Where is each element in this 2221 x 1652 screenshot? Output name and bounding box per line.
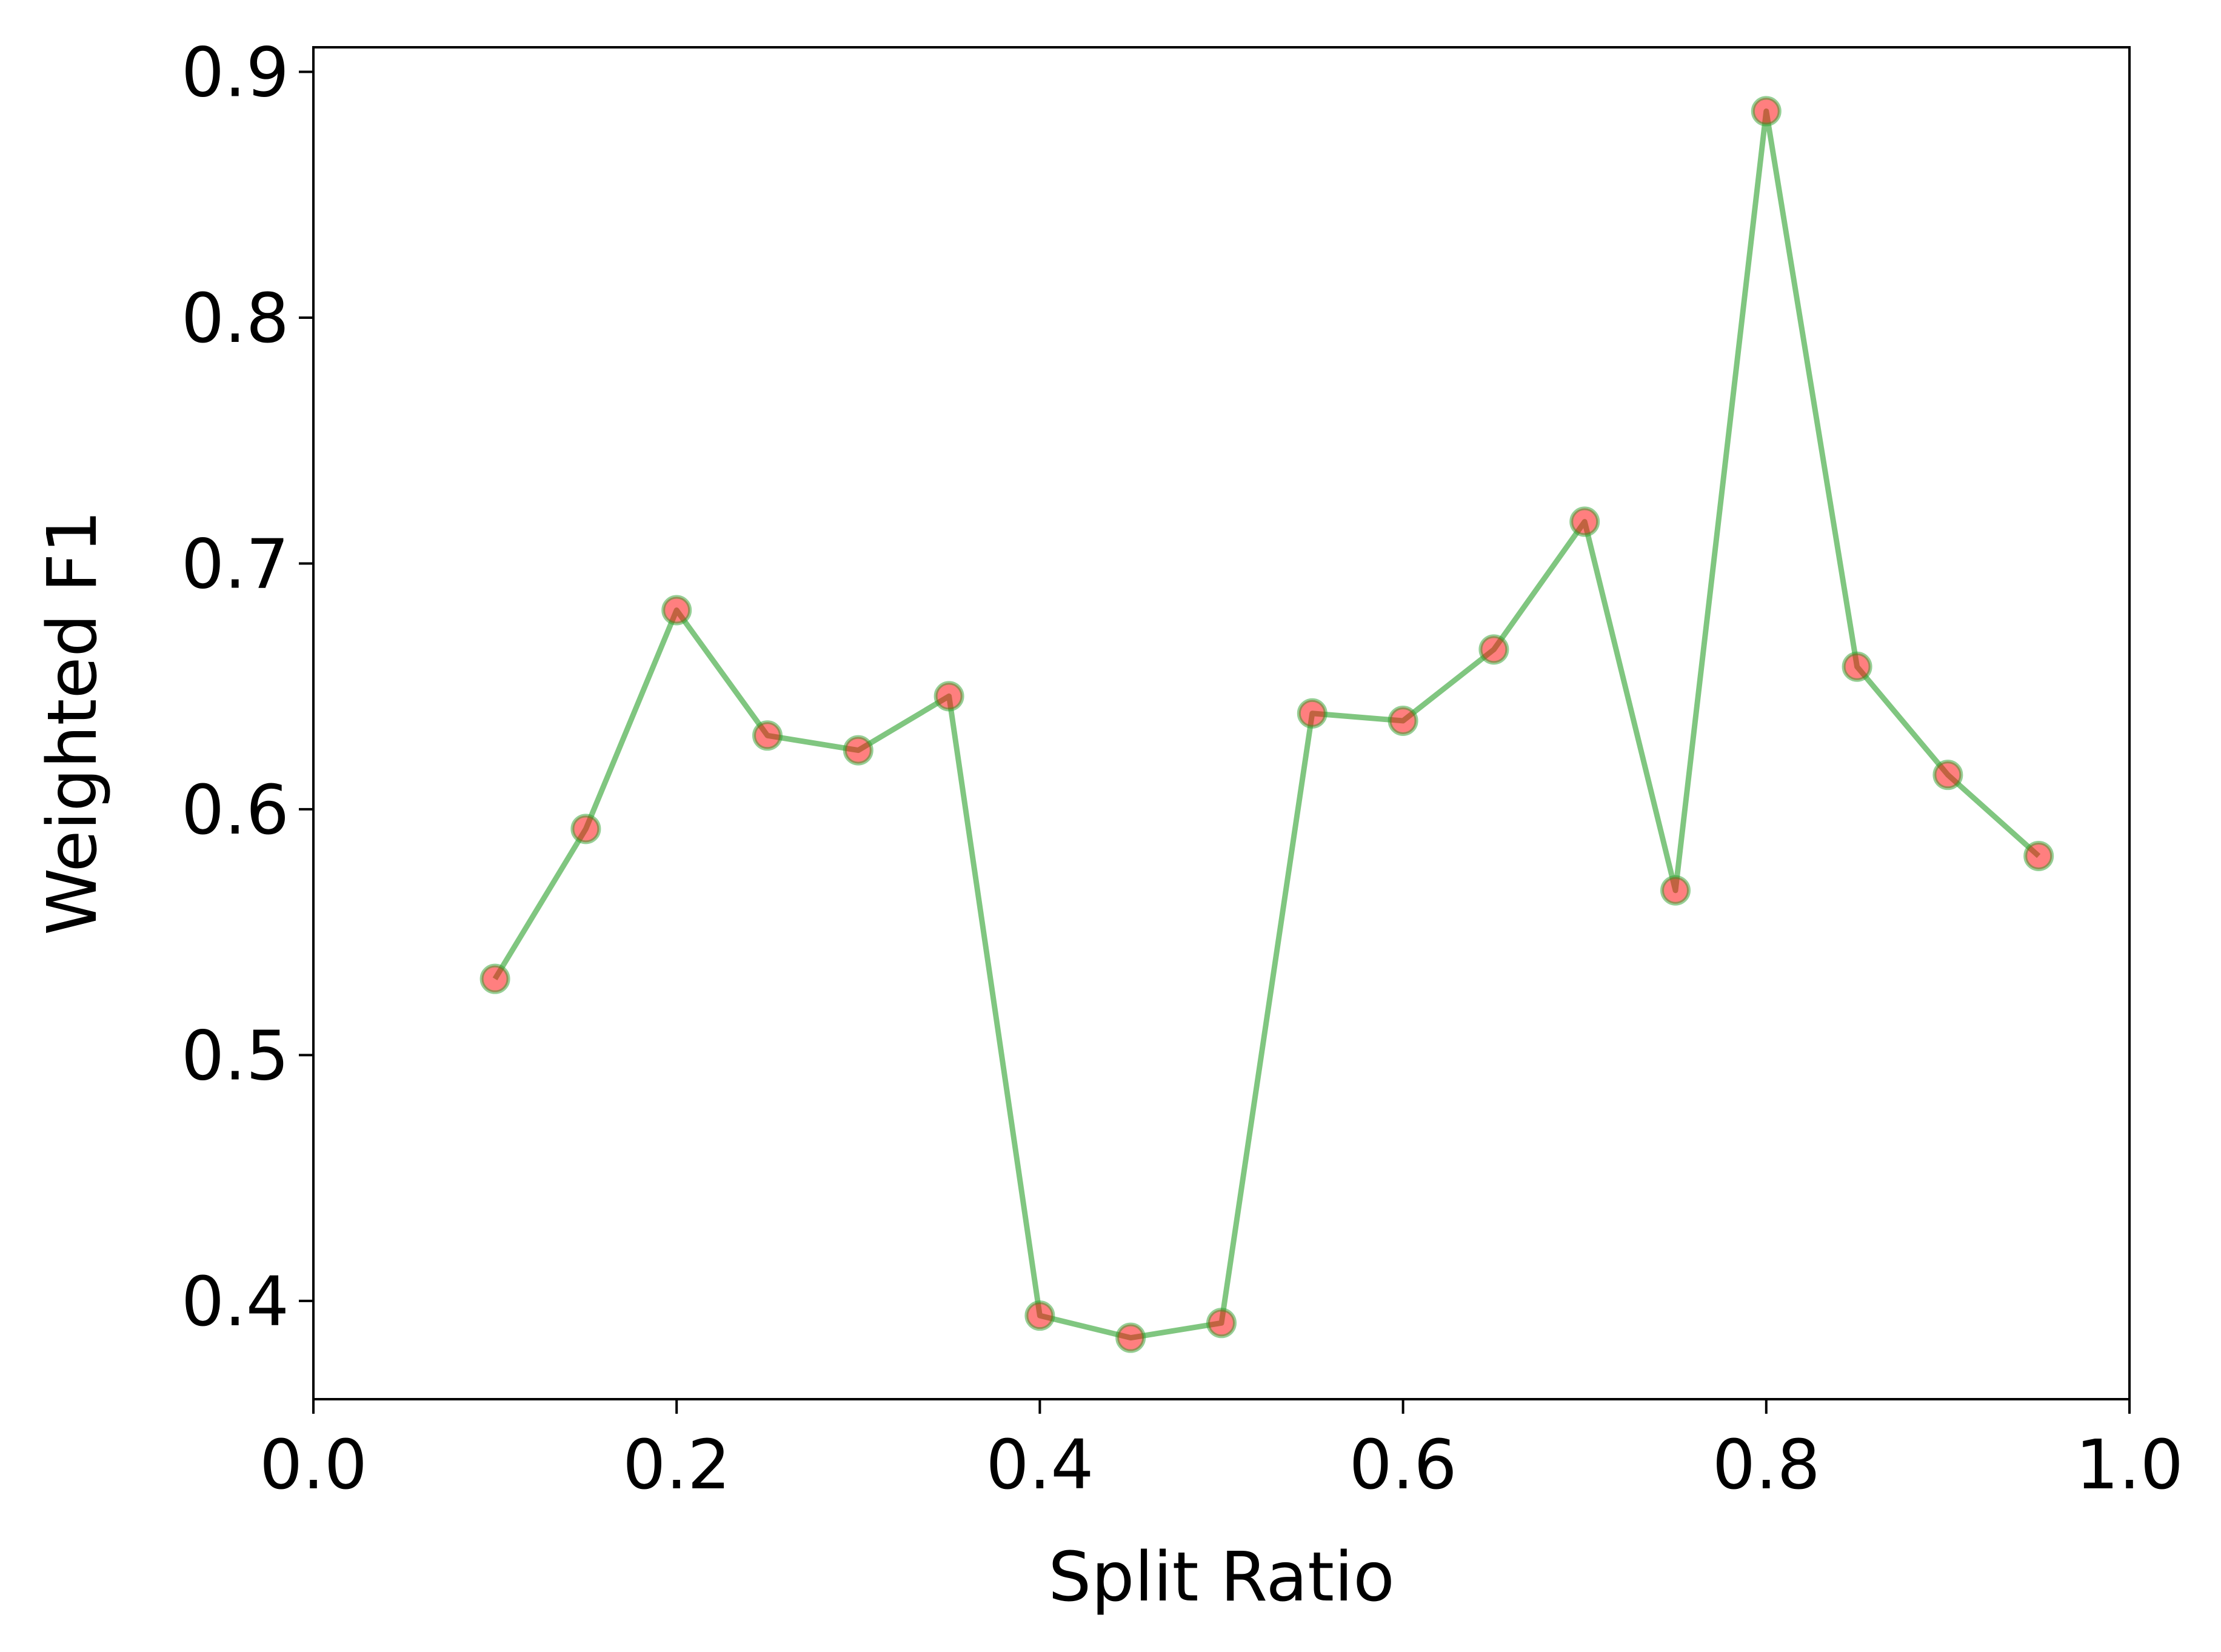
y-tick-label: 0.8 <box>181 279 289 358</box>
y-tick-label: 0.5 <box>181 1017 289 1095</box>
y-tick-label: 0.9 <box>181 34 289 113</box>
y-tick-label: 0.4 <box>181 1263 289 1342</box>
series-group <box>479 96 2054 1353</box>
y-axis-label: Weighted F1 <box>33 510 112 935</box>
data-point <box>1569 506 1600 537</box>
data-point <box>661 595 692 626</box>
data-point <box>1660 875 1691 906</box>
data-point <box>752 720 783 751</box>
data-point <box>1297 698 1328 729</box>
data-point <box>1478 634 1509 665</box>
data-point <box>1024 1300 1055 1331</box>
x-tick-label: 0.0 <box>259 1426 367 1505</box>
data-point <box>1842 651 1872 682</box>
data-point <box>1751 96 1782 127</box>
y-tick-label: 0.7 <box>181 525 289 604</box>
data-point <box>2023 840 2054 871</box>
series-line <box>492 108 2041 1341</box>
data-point <box>933 681 964 712</box>
x-axis: 0.0 0.2 0.4 0.6 0.8 1.0 <box>259 1399 2183 1505</box>
y-axis: 0.4 0.5 0.6 0.7 0.8 0.9 <box>181 34 313 1342</box>
x-tick-label: 0.8 <box>1712 1426 1820 1505</box>
x-tick-label: 0.6 <box>1349 1426 1457 1505</box>
y-tick-label: 0.6 <box>181 771 289 850</box>
plot-area <box>312 46 2131 1400</box>
plot-frame <box>312 46 2131 1400</box>
x-tick-label: 0.2 <box>623 1426 730 1505</box>
x-tick-label: 1.0 <box>2076 1426 2183 1505</box>
data-point <box>479 963 510 994</box>
x-axis-label: Split Ratio <box>1048 1538 1394 1617</box>
data-point <box>1206 1308 1237 1339</box>
data-point <box>570 814 601 844</box>
data-point <box>1388 705 1418 736</box>
x-tick-label: 0.4 <box>986 1426 1094 1505</box>
data-point <box>1115 1322 1146 1353</box>
data-point <box>843 735 873 766</box>
data-point <box>1932 760 1963 791</box>
